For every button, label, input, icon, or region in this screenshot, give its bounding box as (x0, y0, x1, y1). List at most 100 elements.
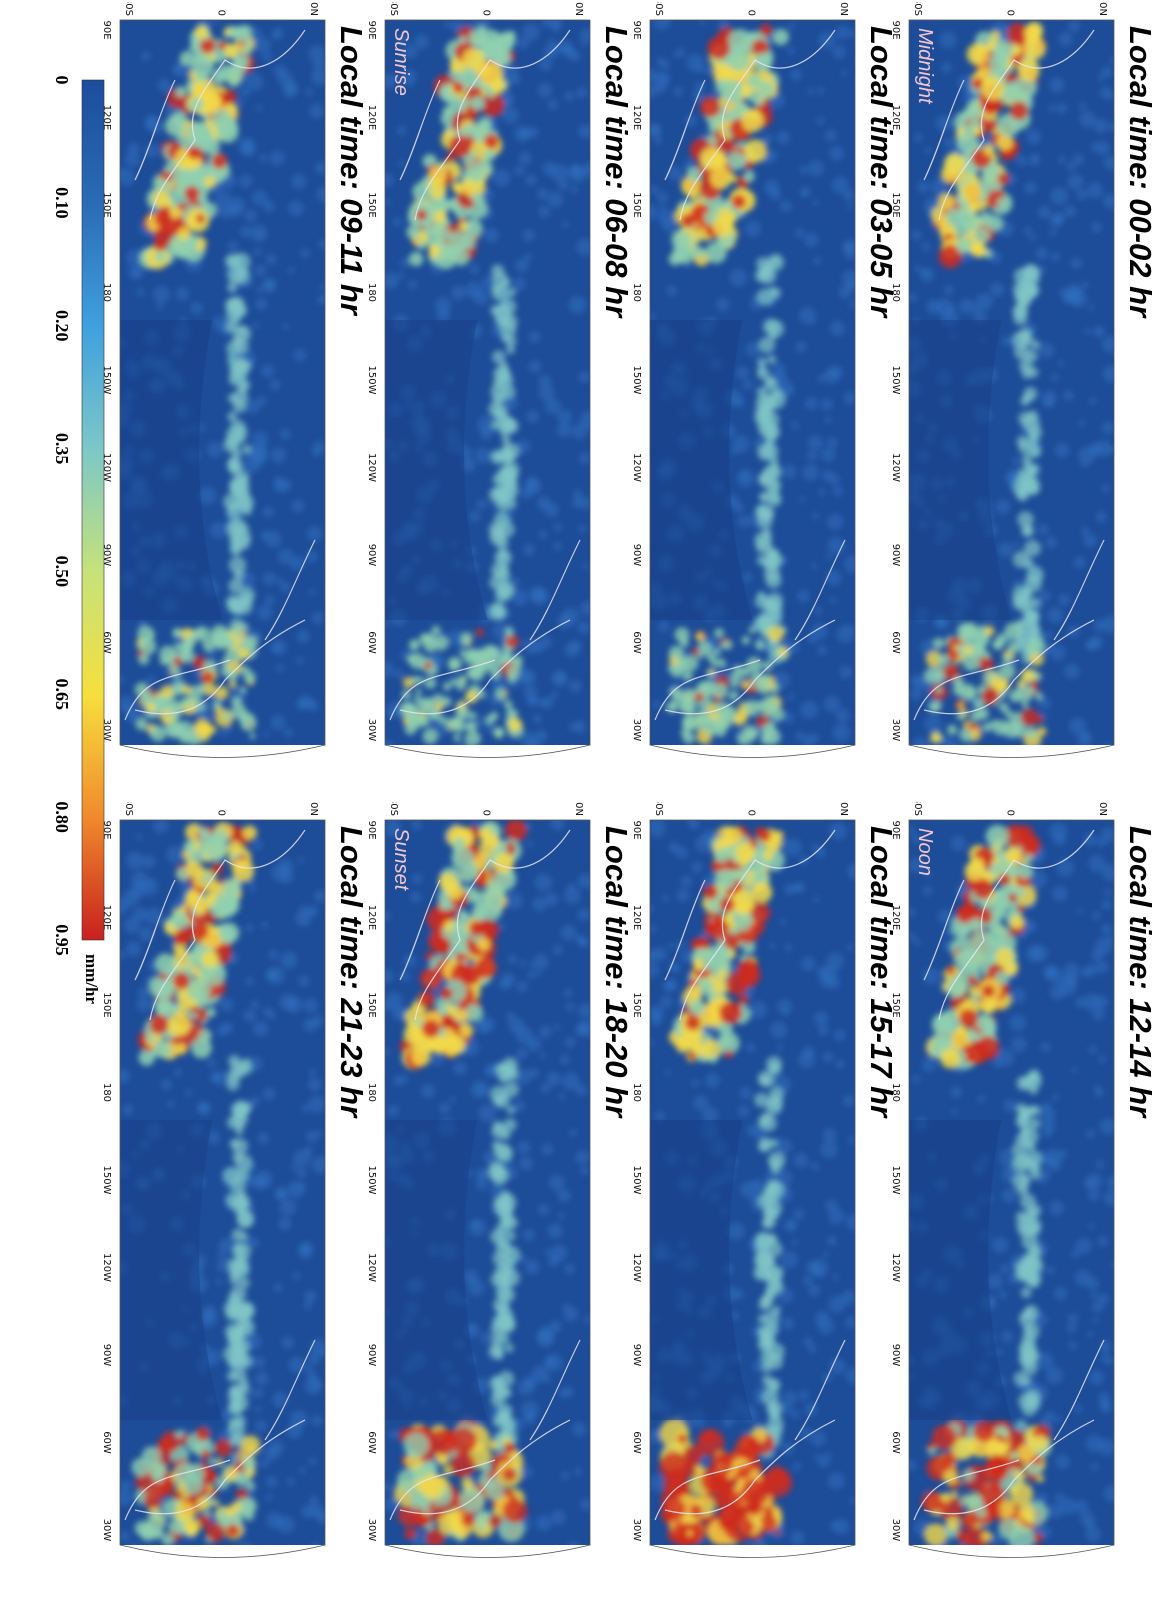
panel-title: Local time: 03-05 hr (864, 26, 899, 318)
longitude-tick: 60W (890, 1431, 901, 1454)
longitude-tick: 120W (366, 1253, 377, 1282)
longitude-tick: 90W (890, 544, 901, 567)
latitude-tick: 30N (573, 802, 584, 816)
precipitation-map: 90E 120E 150E 180 150W 120W 90W 60W 30W 30N 0 30S (101, 2, 326, 780)
longitude-tick: 150W (101, 1166, 112, 1195)
longitude-tick: 150W (366, 366, 377, 395)
longitude-tick: 180 (631, 1083, 642, 1102)
longitude-tick: 120W (101, 1253, 112, 1282)
longitude-tick: 150E (890, 192, 901, 217)
longitude-tick: 30W (890, 1519, 901, 1542)
longitude-tick: 90E (890, 820, 901, 839)
longitude-tick: 120E (890, 105, 901, 130)
latitude-tick: 30S (388, 802, 399, 816)
longitude-tick: 60W (631, 1431, 642, 1454)
latitude-tick: 0 (746, 810, 757, 816)
longitude-tick: 120W (101, 453, 112, 482)
latitude-tick: 30N (1097, 2, 1108, 16)
longitude-tick: 120E (101, 905, 112, 930)
colorbar: 0 0.10 0.20 0.35 0.50 0.65 0.80 0.95 mm/hr (52, 76, 105, 1005)
colorbar-unit: mm/hr (82, 954, 101, 1005)
longitude-tick: 120E (631, 105, 642, 130)
longitude-tick: 90W (890, 1344, 901, 1367)
colorbar-tick-label: 0 (52, 76, 72, 85)
latitude-tick: 30S (653, 802, 664, 816)
longitude-tick: 30W (101, 1519, 112, 1542)
longitude-tick: 90E (366, 820, 377, 839)
latitude-tick: 0 (746, 10, 757, 16)
longitude-tick: 30W (631, 719, 642, 742)
longitude-tick: 180 (101, 1083, 112, 1102)
longitude-tick: 60W (366, 631, 377, 654)
panel-title: Local time: 09-11 hr (334, 26, 369, 315)
longitude-tick: 150W (366, 1166, 377, 1195)
panel-title: Local time: 00-02 hr (1123, 26, 1158, 318)
longitude-tick: 120W (631, 1253, 642, 1282)
longitude-tick: 90W (101, 1344, 112, 1367)
longitude-tick: 90E (366, 20, 377, 39)
longitude-tick: 180 (101, 283, 112, 302)
longitude-tick: 120E (890, 905, 901, 930)
latitude-tick: 0 (1005, 810, 1016, 816)
latitude-tick: 30N (308, 2, 319, 16)
longitude-tick: 30W (366, 1519, 377, 1542)
latitude-tick: 30N (1097, 802, 1108, 816)
longitude-tick: 120W (631, 453, 642, 482)
longitude-tick: 120E (631, 905, 642, 930)
latitude-tick: 30S (653, 2, 664, 16)
longitude-tick: 60W (101, 631, 112, 654)
longitude-tick: 30W (366, 719, 377, 742)
longitude-tick: 120E (366, 105, 377, 130)
panel-title: Local time: 15-17 hr (864, 826, 899, 1118)
colorbar-tick-label: 0.95 (52, 924, 72, 956)
precipitation-map: 90E 120E 150E 180 150W 120W 90W 60W 30W 30N 0 30S (101, 802, 326, 1580)
latitude-tick: 30S (123, 2, 134, 16)
longitude-tick: 90W (631, 1344, 642, 1367)
longitude-tick: 120E (366, 905, 377, 930)
precipitation-map: 90E 120E 150E 180 150W 120W 90W 60W 30W 30N 0 30S (631, 802, 856, 1580)
longitude-tick: 60W (631, 631, 642, 654)
longitude-tick: 150W (101, 366, 112, 395)
latitude-tick: 0 (1005, 10, 1016, 16)
latitude-tick: 30S (388, 2, 399, 16)
longitude-tick: 150W (631, 366, 642, 395)
precipitation-map: 90E 120E 150E 180 150W 120W 90W 60W 30W 30N 0 30S (631, 2, 856, 780)
longitude-tick: 150W (890, 1166, 901, 1195)
longitude-tick: 150E (631, 192, 642, 217)
time-of-day-label: Noon (914, 828, 936, 876)
colorbar-tick-label: 0.50 (52, 556, 72, 588)
longitude-tick: 150W (890, 366, 901, 395)
longitude-tick: 150E (631, 992, 642, 1017)
longitude-tick: 150E (366, 992, 377, 1017)
time-of-day-label: Sunrise (390, 28, 412, 96)
time-of-day-label: Midnight (914, 28, 936, 105)
longitude-tick: 90E (631, 20, 642, 39)
longitude-tick: 90W (101, 544, 112, 567)
longitude-tick: 90E (631, 820, 642, 839)
longitude-tick: 120W (890, 1253, 901, 1282)
longitude-tick: 120W (890, 453, 901, 482)
longitude-tick: 180 (366, 283, 377, 302)
latitude-tick: 0 (216, 810, 227, 816)
panel-title: Local time: 18-20 hr (599, 826, 634, 1118)
longitude-tick: 120E (101, 105, 112, 130)
latitude-tick: 0 (481, 10, 492, 16)
latitude-tick: 30N (838, 802, 849, 816)
precipitation-map: Sunrise 90E 120E 150E 180 150W 120W 90W 60W 30W 30… (366, 2, 591, 780)
panel-title: Local time: 21-23 hr (334, 826, 369, 1118)
longitude-tick: 30W (890, 719, 901, 742)
longitude-tick: 150E (366, 192, 377, 217)
longitude-tick: 30W (631, 1519, 642, 1542)
latitude-tick: 30S (912, 802, 923, 816)
panel-title: Local time: 12-14 hr (1123, 826, 1158, 1118)
time-of-day-label: Sunset (390, 828, 412, 892)
latitude-tick: 30S (912, 2, 923, 16)
colorbar-gradient (81, 79, 105, 941)
longitude-tick: 90E (101, 20, 112, 39)
latitude-tick: 30N (838, 2, 849, 16)
panel-title: Local time: 06-08 hr (599, 26, 634, 318)
longitude-tick: 90W (631, 544, 642, 567)
colorbar-tick-label: 0.80 (52, 801, 72, 833)
longitude-tick: 90E (890, 20, 901, 39)
